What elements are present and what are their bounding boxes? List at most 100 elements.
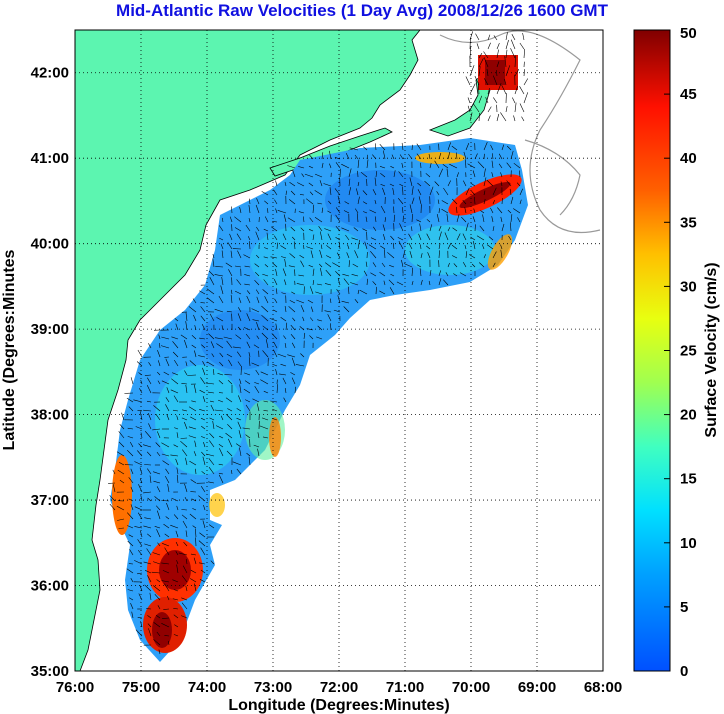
velocity-arrow <box>202 361 206 367</box>
velocity-arrow <box>181 514 188 520</box>
velocity-arrow <box>232 461 242 466</box>
velocity-arrow <box>227 242 233 250</box>
velocity-arrow <box>126 512 134 520</box>
velocity-arrow <box>231 206 233 214</box>
velocity-arrow <box>162 617 170 619</box>
velocity-arrow <box>420 253 423 259</box>
velocity-arrow <box>318 263 323 268</box>
velocity-arrow <box>283 214 287 223</box>
velocity-arrow <box>229 216 233 223</box>
velocity-arrow <box>506 180 512 187</box>
velocity-arrow <box>191 400 197 403</box>
velocity-arrow <box>243 388 251 394</box>
velocity-arrow <box>290 190 296 196</box>
velocity-arrow <box>379 143 386 151</box>
velocity-arrow <box>284 388 287 394</box>
velocity-arrow <box>336 252 341 259</box>
velocity-arrow <box>328 200 332 205</box>
velocity-arrow <box>497 207 503 214</box>
velocity-arrow <box>131 611 134 619</box>
velocity-arrow <box>184 370 188 376</box>
velocity-arrow <box>162 570 170 574</box>
velocity-arrow <box>116 451 125 457</box>
velocity-arrow <box>219 237 224 241</box>
velocity-arrow <box>498 163 503 169</box>
velocity-arrow <box>476 235 485 241</box>
velocity-arrow <box>514 102 517 113</box>
velocity-arrow <box>342 273 350 277</box>
velocity-arrow <box>234 227 242 232</box>
velocity-arrow <box>393 206 395 214</box>
velocity-arrow <box>248 218 251 223</box>
velocity-arrow <box>366 178 368 187</box>
velocity-arrow <box>256 322 260 331</box>
velocity-arrow <box>309 317 314 322</box>
velocity-arrow <box>519 86 525 95</box>
velocity-arrow <box>269 318 278 322</box>
velocity-arrow <box>380 172 386 178</box>
bathymetry-contour <box>524 139 581 216</box>
velocity-arrow <box>513 115 516 122</box>
velocity-arrow <box>221 276 224 286</box>
velocity-arrow <box>220 415 224 421</box>
velocity-arrow <box>329 187 332 196</box>
velocity-arrow <box>174 359 179 367</box>
velocity-arrow <box>317 319 323 322</box>
velocity-arrow <box>153 639 161 646</box>
velocity-arrow <box>263 400 269 403</box>
velocity-arrow <box>523 78 529 86</box>
velocity-arrow <box>236 351 242 358</box>
velocity-arrow <box>218 474 224 484</box>
velocity-arrow <box>496 83 502 95</box>
velocity-arrow <box>441 200 449 205</box>
velocity-arrow <box>416 219 422 223</box>
velocity-arrow <box>314 217 323 223</box>
velocity-arrow <box>214 274 224 277</box>
velocity-arrow <box>254 271 260 277</box>
velocity-arrow <box>402 207 404 214</box>
velocity-arrow <box>126 568 134 574</box>
velocity-arrow <box>175 530 179 538</box>
velocity-arrow <box>374 177 377 187</box>
velocity-arrow <box>200 569 206 574</box>
velocity-arrow <box>280 363 287 367</box>
velocity-arrow <box>254 279 260 286</box>
velocity-arrow <box>438 168 443 178</box>
velocity-arrow <box>496 70 498 77</box>
velocity-arrow <box>173 514 179 520</box>
colorbar-tick-label: 10 <box>680 535 697 552</box>
velocity-arrow <box>185 321 188 331</box>
velocity-arrow <box>128 477 134 484</box>
velocity-arrow <box>500 249 503 259</box>
velocity-arrow <box>289 253 296 259</box>
velocity-arrow <box>476 43 480 50</box>
velocity-arrow <box>227 408 233 412</box>
velocity-arrow <box>231 470 233 475</box>
velocity-arrow <box>212 258 215 268</box>
velocity-arrow <box>464 245 467 250</box>
velocity-arrow <box>510 39 516 50</box>
velocity-arrow <box>176 415 179 421</box>
velocity-arrow <box>411 226 413 232</box>
velocity-arrow <box>188 406 197 412</box>
velocity-arrow <box>303 244 305 250</box>
velocity-arrow <box>252 398 260 403</box>
velocity-arrow <box>508 235 512 241</box>
velocity-arrow <box>363 270 368 277</box>
velocity-arrow <box>130 468 134 475</box>
velocity-arrow <box>255 204 260 214</box>
velocity-arrow <box>272 408 278 412</box>
velocity-arrow <box>481 244 485 250</box>
velocity-arrow <box>285 322 288 331</box>
velocity-arrow <box>471 190 476 196</box>
velocity-arrow <box>188 435 197 439</box>
velocity-arrow <box>291 357 296 367</box>
velocity-arrow <box>362 201 368 205</box>
velocity-arrow <box>357 196 360 205</box>
velocity-arrow <box>441 208 449 214</box>
velocity-arrow <box>291 291 296 295</box>
velocity-arrow <box>175 551 179 556</box>
velocity-arrow <box>153 622 161 628</box>
velocity-arrow <box>244 283 251 286</box>
velocity-arrow <box>249 198 251 205</box>
